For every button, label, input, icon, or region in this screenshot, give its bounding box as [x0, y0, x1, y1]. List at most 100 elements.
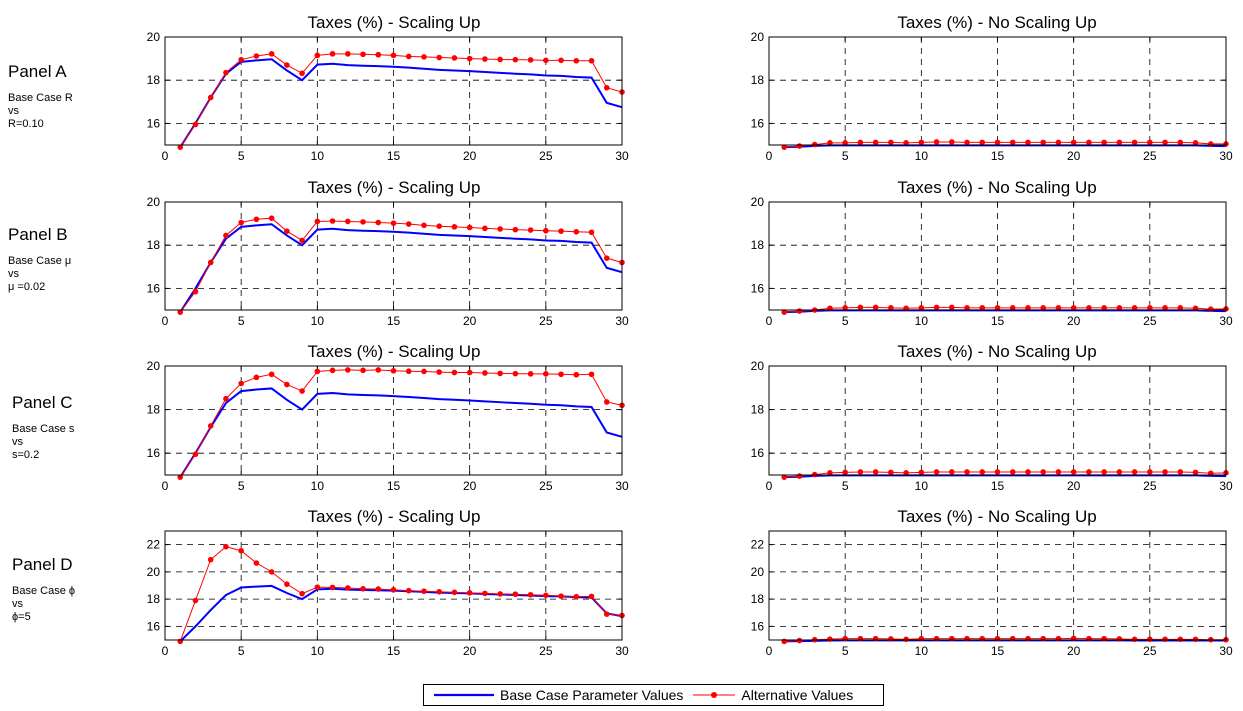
chart-6-series-alt-point — [796, 473, 803, 479]
chart-2-xtick-label: 0 — [766, 149, 773, 163]
chart-8-series-alt-point — [857, 635, 864, 642]
chart-7-series-alt-point — [253, 560, 260, 566]
panel-a-desc-line2: vs — [8, 105, 19, 117]
chart-8-xtick-label: 0 — [766, 644, 773, 658]
chart-2-ytick-label: 18 — [751, 73, 765, 87]
chart-5-series-alt-point — [345, 367, 351, 373]
chart-6-frame — [768, 365, 1227, 476]
chart-4-xtick-label: 20 — [1067, 314, 1081, 328]
chart-7-series-alt-point — [482, 590, 488, 597]
chart-3-series-alt-point — [223, 232, 229, 239]
chart-5-ytick-label: 20 — [147, 359, 161, 373]
chart-6-series-alt-point — [903, 470, 909, 476]
chart-7-ytick-label: 18 — [147, 592, 161, 606]
chart-6-ytick-label: 18 — [751, 403, 765, 417]
chart-1-series-alt-point — [497, 56, 503, 63]
chart-5-series-alt-point — [421, 368, 427, 375]
chart-5-series-alt-point — [207, 423, 214, 429]
chart-6-series-alt-point — [842, 469, 848, 476]
chart-1-series-alt-point — [177, 144, 184, 150]
chart-1-series-alt-point — [329, 51, 336, 57]
chart-5-xtick-label: 20 — [463, 479, 477, 493]
chart-2-series-alt-point — [1116, 139, 1123, 146]
panel-c-label: Panel C Base Case s vs s=0.2 — [12, 393, 74, 462]
chart-1-series-alt-point — [466, 55, 473, 62]
chart-4-xtick-label: 15 — [991, 314, 1005, 328]
chart-3-series-alt-point — [512, 226, 519, 233]
chart-6-series-alt-point — [979, 469, 986, 475]
chart-2-series-alt-point — [1070, 139, 1077, 146]
chart-8-xtick-label: 25 — [1143, 644, 1157, 658]
chart-3-series-alt-point — [360, 219, 366, 225]
chart-7-ytick-label: 16 — [147, 619, 161, 633]
chart-2-series-alt-point — [1040, 139, 1046, 146]
chart-2-series-base-line — [784, 144, 1227, 149]
chart-2-ytick-label: 20 — [751, 30, 765, 44]
chart-1-series-alt-point — [436, 54, 443, 61]
chart-5-series-alt-point — [360, 367, 366, 374]
chart-7-xtick-label: 20 — [463, 644, 477, 658]
panel-d-desc-line3: ϕ=5 — [12, 611, 31, 623]
chart-4-ytick-label: 18 — [751, 238, 765, 252]
chart-7-series-alt-point — [603, 611, 610, 617]
chart-3-series-alt-point — [421, 222, 427, 229]
chart-2-series-alt-point — [781, 144, 788, 150]
chart-5-series-alt-point — [177, 474, 184, 480]
chart-7-frame — [164, 530, 623, 641]
chart-6-series-alt-point — [1040, 469, 1046, 475]
chart-8-series-alt-point — [1025, 635, 1031, 642]
chart-1-xtick-label: 0 — [162, 149, 169, 163]
chart-2-series-alt-point — [796, 143, 803, 149]
chart-1-series-alt-point — [573, 57, 580, 64]
chart-7-xtick-label: 10 — [311, 644, 325, 658]
chart-2-xtick-label: 15 — [991, 149, 1005, 163]
chart-1-ytick-label: 20 — [147, 30, 161, 44]
chart-2-series-alt-point — [933, 139, 940, 145]
chart-2-series-alt-point — [979, 139, 986, 146]
chart-7-series-alt-point — [390, 587, 397, 593]
chart-2-xtick-label: 25 — [1143, 149, 1157, 163]
chart-5-frame — [164, 365, 623, 476]
chart-3-series-alt-point — [268, 215, 275, 221]
chart-4-series-alt-point — [994, 305, 1001, 311]
chart-4-series-alt-point — [979, 305, 986, 311]
chart-5-series-alt-point — [482, 370, 488, 376]
chart-7-xtick-label: 15 — [387, 644, 401, 658]
chart-1-xtick-label: 25 — [539, 149, 553, 163]
chart-1-series-alt-point — [527, 57, 534, 63]
chart-3-xtick-label: 25 — [539, 314, 553, 328]
chart-2-series-alt-point — [1177, 139, 1184, 146]
chart-8-xtick-label: 20 — [1067, 644, 1081, 658]
chart-7-xtick-label: 30 — [615, 644, 629, 658]
chart-3-series-alt-point — [405, 221, 412, 227]
chart-8-series-alt-point — [1055, 635, 1062, 642]
chart-6-series-alt-point — [888, 469, 894, 476]
chart-1-ytick-label: 18 — [147, 73, 161, 87]
chart-7-series-alt-point — [512, 591, 519, 598]
chart-5-series-base-line — [179, 387, 623, 478]
chart-3-series-alt-point — [253, 216, 260, 223]
chart-2-series-alt-point — [842, 140, 848, 146]
chart-2-xtick-label: 10 — [915, 149, 929, 163]
chart-6-series-alt-point — [1177, 469, 1184, 475]
chart-8-ytick-label: 18 — [751, 592, 765, 606]
chart-2-frame — [768, 36, 1227, 146]
legend-item-base: Base Case Parameter Values — [424, 687, 683, 703]
chart-7-series-alt-point — [451, 589, 458, 596]
legend-alt-label: Alternative Values — [741, 687, 854, 703]
chart-1-series-alt-point — [192, 121, 199, 128]
chart-4-series-alt-point — [1162, 305, 1168, 311]
panel-d-desc-line2: vs — [12, 598, 23, 610]
chart-4-series-alt-point — [1040, 305, 1046, 311]
chart-4-ytick-label: 20 — [751, 195, 765, 209]
chart-7-series-alt-point — [466, 590, 473, 596]
chart-8-ytick-label: 16 — [751, 619, 765, 633]
chart-5-series-alt-point — [436, 369, 443, 375]
chart-3-series-alt-point — [527, 227, 534, 233]
chart-2-series-alt-point — [1101, 139, 1107, 146]
chart-4-series-alt-point — [949, 304, 955, 311]
chart-4-series-alt-point — [1009, 305, 1016, 311]
chart-5-series-alt-point — [527, 371, 534, 377]
panel-d-desc-line1: Base Case ϕ — [12, 585, 76, 597]
chart-1-xtick-label: 20 — [463, 149, 477, 163]
